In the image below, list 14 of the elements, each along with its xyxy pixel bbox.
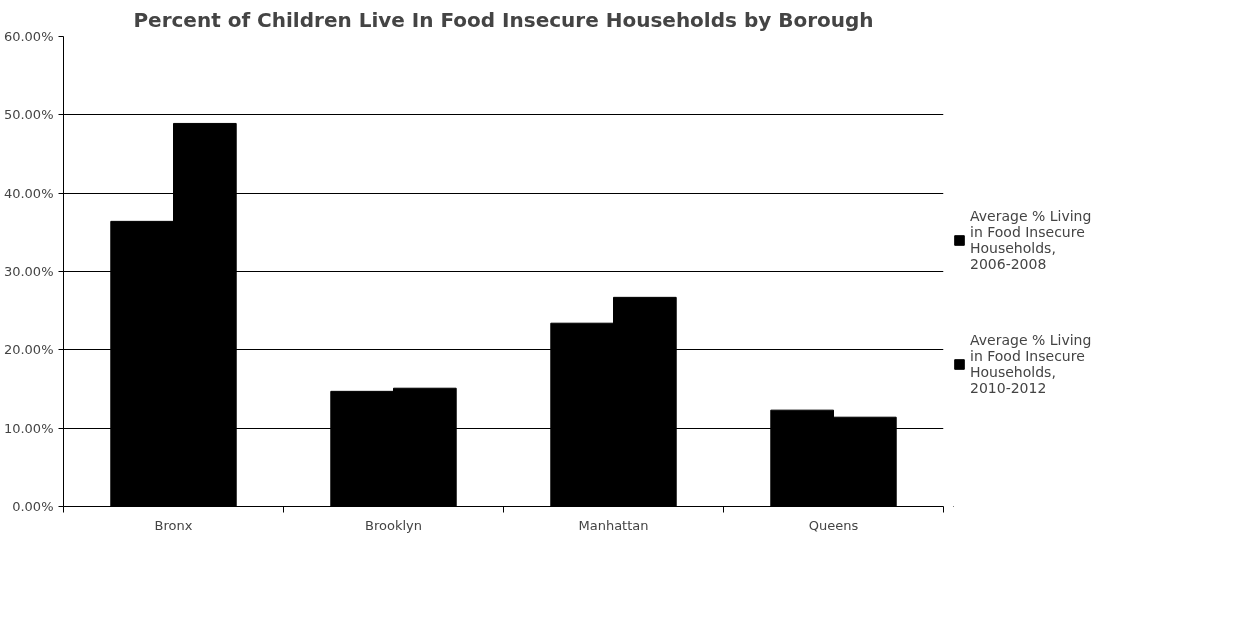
- y-tick-label: 60.00%: [3, 29, 54, 44]
- legend-label: Average % Living in Food Insecure Households, 2010-2012: [970, 332, 1092, 396]
- x-tick-label: Brooklyn: [365, 517, 422, 533]
- legend-label: Average % Living in Food Insecure Households, 2006-2008: [970, 208, 1092, 272]
- y-tick-label: 40.00%: [3, 185, 54, 201]
- y-tick-label: 50.00%: [3, 107, 54, 123]
- y-tick-label: 0.00%: [12, 499, 54, 514]
- y-tick-label: 20.00%: [3, 342, 54, 358]
- x-tick-label: Manhattan: [578, 517, 649, 533]
- chart-title: Percent of Children Live In Food Insecure Households by Borough: [133, 7, 874, 32]
- x-tick-label: Bronx: [154, 517, 193, 533]
- x-tick-label: Queens: [808, 517, 859, 533]
- y-tick-label: 10.00%: [3, 420, 54, 436]
- y-tick-label: 30.00%: [3, 264, 54, 279]
